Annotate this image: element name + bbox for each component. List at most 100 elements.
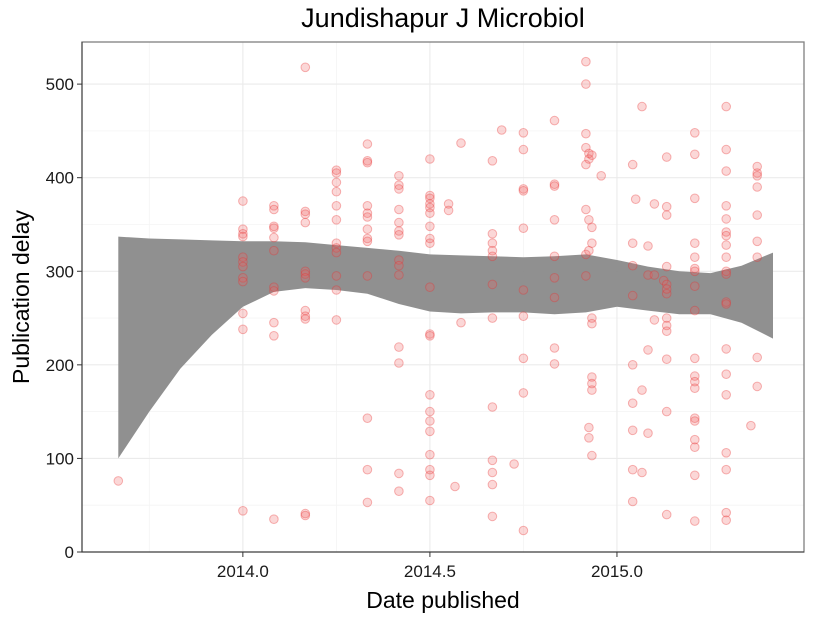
- data-point: [425, 190, 435, 201]
- data-point: [238, 261, 248, 272]
- data-point: [549, 343, 560, 353]
- data-point: [300, 273, 311, 283]
- data-point: [587, 150, 597, 160]
- data-point: [496, 125, 507, 135]
- data-point: [425, 238, 435, 248]
- data-point: [450, 481, 460, 492]
- data-point: [394, 184, 404, 194]
- data-point: [487, 511, 498, 522]
- data-point: [581, 56, 591, 67]
- data-point: [394, 230, 404, 240]
- y-axis: 0 100 200 300 400 500: [46, 42, 83, 562]
- data-point: [518, 311, 529, 322]
- data-point: [596, 171, 607, 181]
- data-point: [549, 181, 560, 191]
- data-point: [690, 281, 700, 292]
- data-point: [331, 285, 342, 295]
- data-point: [690, 516, 700, 526]
- data-point: [300, 209, 311, 219]
- data-point: [581, 271, 591, 281]
- data-point: [690, 371, 700, 381]
- data-point: [690, 376, 700, 387]
- data-point: [300, 311, 311, 322]
- data-point: [269, 317, 279, 328]
- smooth-band-layer: [118, 236, 774, 459]
- data-point: [587, 238, 597, 248]
- data-point: [587, 450, 597, 461]
- data-point: [487, 402, 498, 412]
- data-point: [752, 236, 763, 247]
- data-point: [661, 288, 672, 299]
- data-point: [690, 149, 700, 160]
- data-point: [721, 201, 732, 211]
- data-point: [690, 252, 700, 263]
- data-point: [721, 515, 732, 526]
- data-point: [456, 138, 466, 148]
- data-point: [661, 509, 672, 520]
- data-point: [425, 208, 435, 218]
- data-point: [269, 221, 279, 232]
- data-point: [661, 313, 672, 323]
- data-point: [721, 369, 732, 380]
- data-point: [443, 199, 454, 209]
- data-point: [518, 525, 529, 536]
- data-point: [690, 416, 700, 426]
- data-point: [331, 238, 342, 248]
- data-point: [690, 305, 700, 316]
- data-point: [269, 286, 279, 296]
- data-point: [269, 514, 279, 525]
- data-point: [752, 210, 763, 220]
- data-point: [752, 381, 763, 392]
- data-point: [721, 166, 732, 176]
- data-point: [584, 215, 594, 225]
- data-point: [581, 128, 591, 139]
- data-point: [362, 139, 373, 149]
- data-point: [643, 241, 653, 251]
- data-point: [269, 245, 279, 256]
- data-point: [627, 496, 638, 507]
- data-point: [518, 285, 529, 295]
- data-point: [425, 495, 435, 506]
- data-point: [630, 194, 641, 204]
- data-point: [331, 315, 342, 325]
- data-point: [509, 459, 519, 469]
- data-point: [690, 266, 700, 277]
- data-point: [300, 269, 311, 279]
- data-point: [581, 204, 591, 215]
- data-point: [300, 510, 311, 521]
- data-point: [721, 390, 732, 400]
- data-point: [113, 476, 124, 486]
- data-point: [269, 232, 279, 243]
- data-point: [690, 263, 700, 274]
- data-point: [581, 249, 591, 260]
- data-point: [362, 271, 373, 281]
- data-point: [238, 196, 248, 206]
- data-point: [518, 184, 529, 194]
- data-point: [721, 214, 732, 224]
- data-point: [425, 329, 435, 339]
- data-point: [300, 314, 311, 324]
- confidence-band: [118, 236, 774, 459]
- data-point: [549, 359, 560, 369]
- data-point: [331, 201, 342, 211]
- data-point: [425, 470, 435, 481]
- data-point: [331, 271, 342, 281]
- data-point: [300, 266, 311, 277]
- data-point: [658, 275, 669, 286]
- data-point: [362, 157, 373, 168]
- y-tick-label: 300: [46, 262, 74, 281]
- data-point: [487, 313, 498, 323]
- y-axis-title: Publication delay: [8, 210, 34, 384]
- data-point: [425, 193, 435, 204]
- data-point: [394, 342, 404, 352]
- data-point: [331, 215, 342, 225]
- data-point: [581, 159, 591, 170]
- data-point: [238, 224, 248, 234]
- data-point: [331, 243, 342, 253]
- data-point: [643, 345, 653, 355]
- data-point: [721, 448, 732, 458]
- data-point: [238, 308, 248, 319]
- data-point: [238, 231, 248, 242]
- data-point: [661, 406, 672, 417]
- data-point: [581, 79, 591, 89]
